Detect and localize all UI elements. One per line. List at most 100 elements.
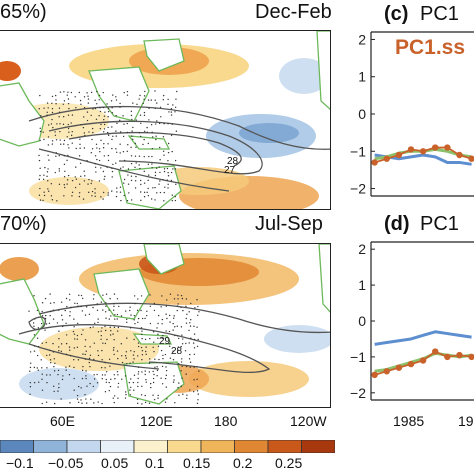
stipple-dot [58,183,61,186]
stipple-dot [136,398,139,401]
stipple-dot [34,318,36,320]
stipple-dot [113,302,115,305]
contour-line [18,324,271,374]
stipple-dot [113,401,115,404]
stipple-dot [141,371,143,373]
stipple-dot [89,326,92,329]
stipple-dot [100,330,102,332]
stipple-dot [163,191,165,194]
stipple-dot [80,333,83,336]
colorbar-label: 0.2 [233,455,253,471]
stipple-dot [92,306,94,309]
y-tick-label: 2 [358,241,366,257]
stipple-dot [141,354,144,356]
stipple-dot [71,130,73,133]
colorbar-label: 0.15 [183,455,211,471]
stipple-dot [56,123,58,125]
stipple-dot [101,327,103,329]
stipple-dot [45,341,48,344]
stipple-dot [160,306,162,308]
stipple-dot [107,110,110,113]
stipple-dot [103,118,105,121]
stipple-dot [96,309,99,311]
stipple-dot [172,322,174,325]
stipple-dot [59,91,62,93]
stipple-dot [118,305,120,308]
stipple-dot [108,358,111,360]
stipple-dot [70,91,73,94]
stipple-dot [156,374,158,377]
stipple-dot [151,131,153,134]
stipple-dot [109,326,111,328]
stipple-dot [38,381,40,383]
stipple-dot [174,401,176,404]
stipple-dot [154,99,156,101]
stipple-dot [134,166,136,169]
landmass-australia [118,165,182,209]
stipple-dot [146,131,148,133]
stipple-dot [141,317,144,320]
stipple-dot [145,346,147,348]
stipple-dot [41,402,43,405]
stipple-dot [80,399,82,401]
stipple-dot [59,139,61,141]
stipple-dot [80,175,82,178]
contour-line [48,120,263,175]
stipple-dot [132,381,135,384]
stipple-dot [196,378,198,381]
stipple-dot [83,132,86,134]
anomaly-patch [29,177,109,205]
top-panel-variance-label: 65%) [0,1,47,23]
stipple-dot [143,111,146,114]
stipple-dot [168,330,171,333]
y-tick-label: −2 [350,181,366,197]
stipple-dot [163,170,166,173]
stipple-dot [153,302,156,305]
stipple-dot [36,354,39,357]
stipple-dot [107,159,110,162]
stipple-dot [104,361,106,364]
stipple-dot [176,305,179,307]
stipple-dot [126,90,129,93]
stipple-dot [140,122,142,124]
stipple-dot [58,111,61,113]
stipple-dot [90,91,93,94]
stipple-dot [108,389,111,392]
stipple-dot [181,343,184,345]
stipple-dot [111,126,113,128]
stipple-dot [142,143,144,146]
stipple-dot [186,313,188,316]
stipple-dot [44,329,46,331]
stipple-dot [177,346,180,348]
stipple-dot [167,151,170,154]
stipple-dot [40,322,43,325]
stipple-dot [78,91,81,94]
stipple-dot [169,321,171,323]
stipple-dot [94,166,97,169]
stipple-dot [154,358,156,360]
stipple-dot [133,314,136,317]
stipple-dot [170,134,173,137]
stipple-dot [56,200,58,202]
stipple-dot [166,299,168,301]
stipple-dot [163,168,166,170]
stipple-dot [185,317,187,320]
stipple-dot [128,381,131,384]
stipple-dot [189,366,191,369]
stipple-dot [81,310,84,312]
stipple-dot [137,385,139,388]
stipple-dot [143,196,146,198]
stipple-dot [37,369,40,371]
stipple-dot [136,309,139,311]
stipple-dot [102,147,105,149]
stipple-dot [82,365,84,368]
stipple-dot [197,305,199,308]
stipple-dot [64,170,66,172]
stipple-dot [151,155,153,158]
stipple-dot [76,302,79,305]
stipple-dot [115,148,117,150]
anomaly-patch [264,325,330,353]
stipple-dot [68,107,70,110]
stipple-dot [139,94,141,97]
stipple-dot [175,130,178,132]
